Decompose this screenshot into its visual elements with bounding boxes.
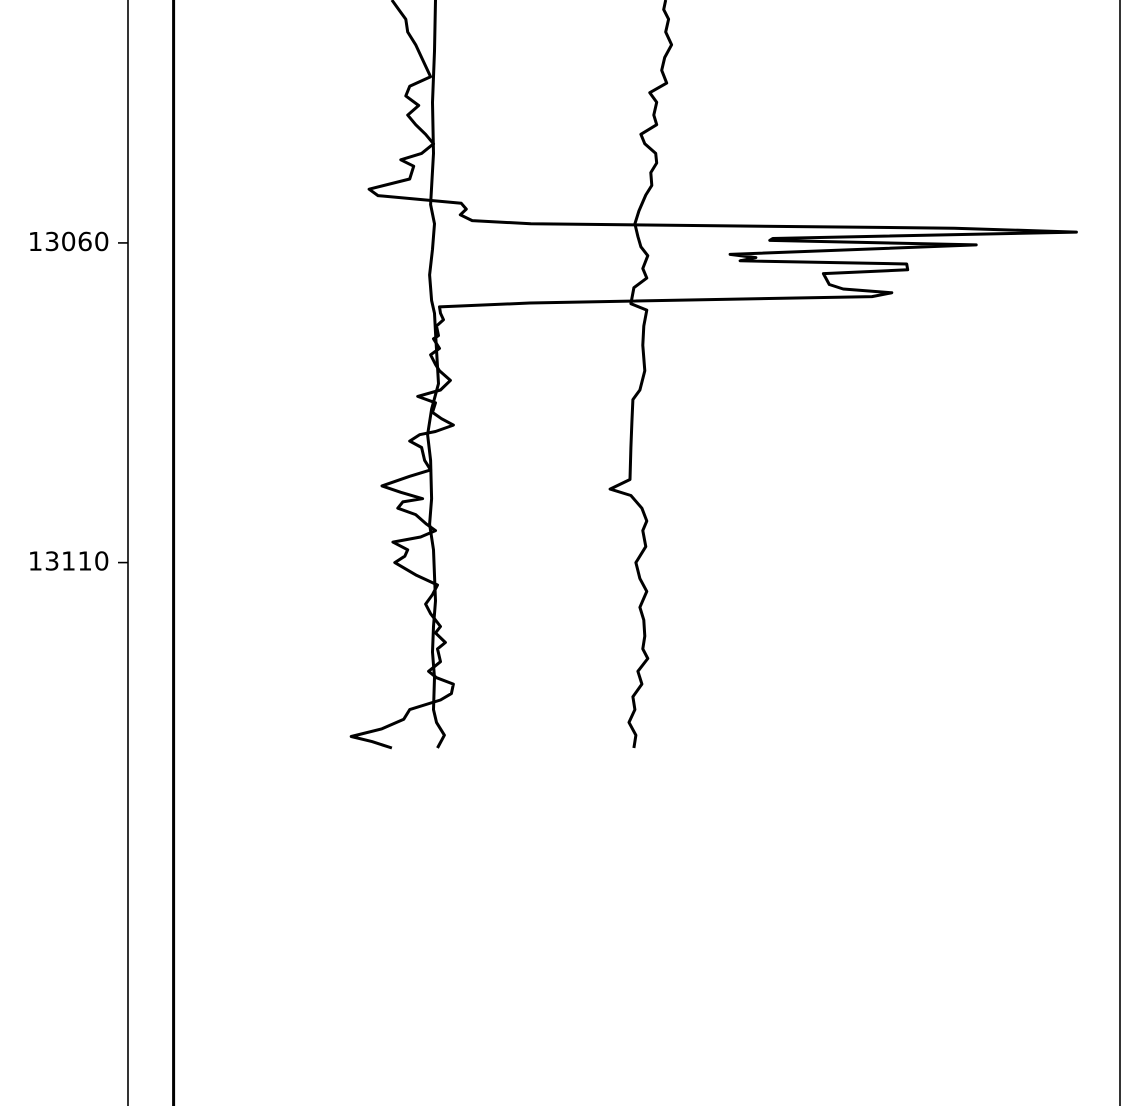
y-tick-label-13110: 13110 [27, 548, 110, 578]
series-line-3 [426, 0, 446, 749]
series-line-4 [608, 0, 674, 749]
series-layer [172, 0, 1078, 1106]
y-tick-label-13060: 13060 [27, 228, 110, 258]
series-line-2 [349, 0, 1078, 750]
y-tick-layer: 13060 13110 [27, 228, 128, 578]
